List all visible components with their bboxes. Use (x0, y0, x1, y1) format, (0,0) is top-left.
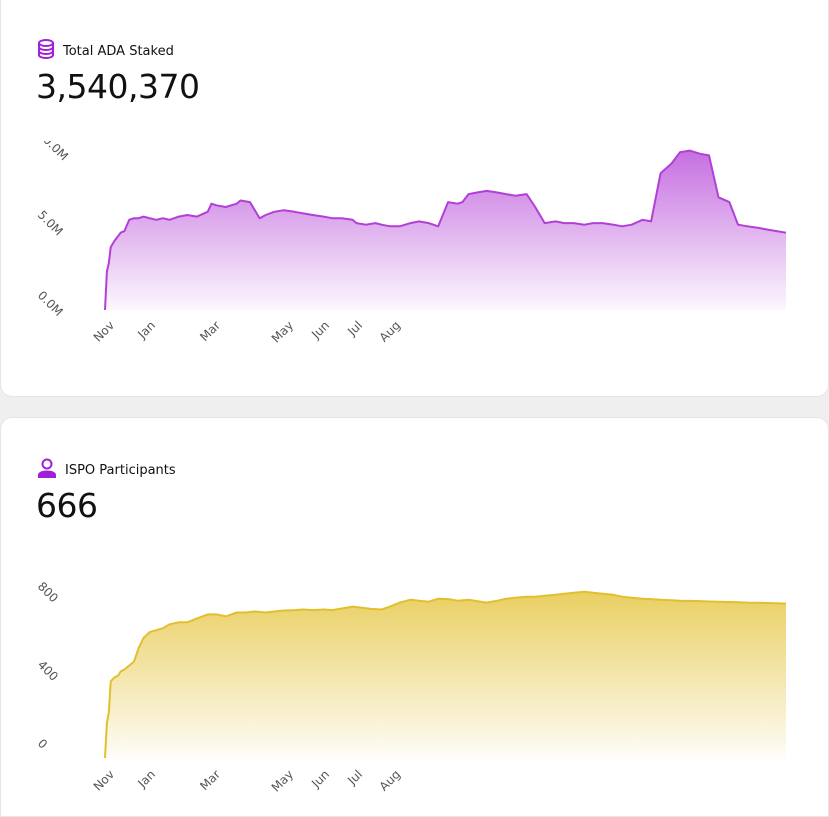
area-fill (105, 591, 786, 758)
x-tick-label: Aug (377, 767, 403, 793)
x-tick-label: Mar (197, 318, 223, 344)
participants-area-chart: 0 400 800 Nov Jan Mar May Jun Jul Aug (35, 579, 787, 795)
y-tick-label: 400 (35, 658, 61, 684)
x-tick-label: May (269, 767, 296, 794)
y-tick-label: 5.0M (35, 208, 66, 239)
card-title: ISPO Participants (65, 462, 176, 478)
card-title: Total ADA Staked (63, 43, 174, 59)
x-tick-label: Jun (308, 767, 332, 791)
y-tick-label: 10.0M (35, 141, 71, 163)
series-line (104, 149, 787, 311)
ada-staked-area-chart: 0.0M 5.0M 10.0M Nov Jan Mar May Jun Jul Aug (35, 141, 787, 346)
card-header: Total ADA Staked (37, 39, 174, 63)
coin-stack-icon (37, 39, 55, 63)
x-tick-label: Mar (197, 767, 223, 793)
y-tick-label: 0 (35, 736, 50, 751)
x-tick-label: Jul (344, 318, 365, 339)
ispo-participants-value: 666 (36, 486, 98, 525)
total-ada-staked-value: 3,540,370 (36, 67, 200, 106)
x-tick-label: Jan (134, 318, 158, 342)
area-fill (105, 150, 786, 310)
ispo-participants-card: ISPO Participants 666 0 400 800 Nov Jan Mar Ma… (0, 417, 829, 817)
x-tick-label: Jan (134, 767, 158, 791)
y-tick-label: 0.0M (35, 288, 66, 319)
series-line (104, 590, 787, 759)
x-tick-label: Jun (308, 318, 332, 342)
total-ada-staked-card: Total ADA Staked 3,540,370 0.0M 5.0M 10.0M… (0, 0, 829, 397)
x-tick-label: Nov (91, 767, 117, 793)
y-tick-label: 800 (35, 579, 61, 605)
x-tick-label: Aug (377, 318, 403, 344)
x-tick-label: Jul (344, 767, 365, 788)
x-tick-label: May (269, 318, 296, 345)
user-icon (37, 458, 57, 482)
x-tick-label: Nov (91, 318, 117, 344)
card-header: ISPO Participants (37, 458, 176, 482)
